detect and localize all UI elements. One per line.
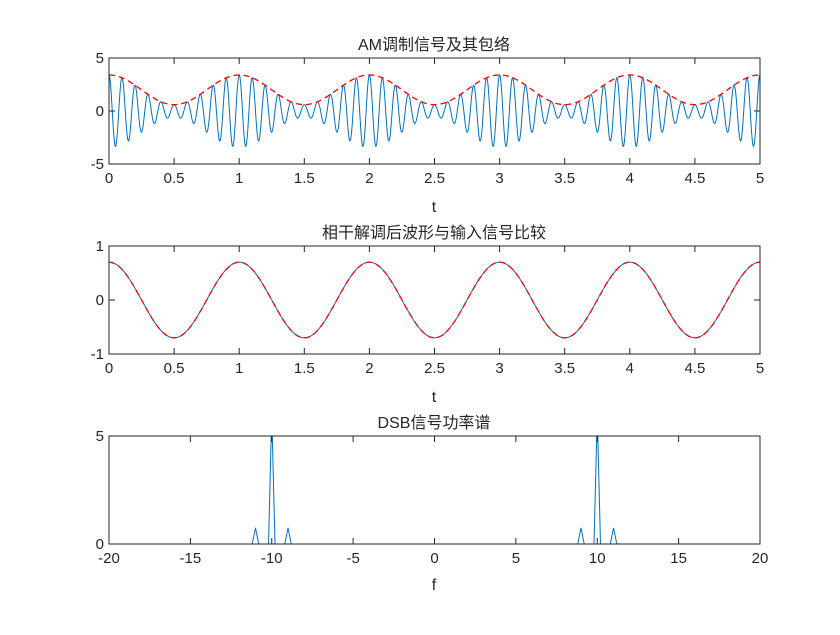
subplot-1-xtick-label: 3.5 xyxy=(554,170,575,187)
subplot-1-xlabel: t xyxy=(432,199,437,216)
subplot-2-xtick-label: 3.5 xyxy=(554,360,575,377)
subplot-2-xtick-label: 4 xyxy=(626,360,634,377)
subplot-2-ytick-label: -1 xyxy=(91,346,104,363)
subplot-1-xtick-label: 1 xyxy=(235,170,243,187)
subplot-2-xtick-label: 4.5 xyxy=(684,360,705,377)
subplot-3-series-1-line xyxy=(109,436,760,544)
subplot-2-ytick-label: 0 xyxy=(96,292,104,309)
subplot-3-ytick-label: 5 xyxy=(96,428,104,445)
subplot-1-xtick-label: 0 xyxy=(105,170,113,187)
subplot-2-series-1-line xyxy=(109,261,760,339)
subplot-1-ytick-label: 0 xyxy=(96,103,104,120)
subplot-3-xtick-label: 20 xyxy=(752,550,769,567)
subplot-2-ytick-label: 1 xyxy=(96,238,104,255)
subplot-3-xtick-label: 10 xyxy=(589,550,606,567)
subplot-2-xtick-label: 3 xyxy=(495,360,503,377)
subplot-1-xtick-label: 4 xyxy=(626,170,634,187)
subplot-3-xlabel: f xyxy=(432,577,437,594)
subplot-1-title: AM调制信号及其包络 xyxy=(358,35,510,54)
subplot-3-xtick-label: -15 xyxy=(180,550,202,567)
subplot-1-xtick-label: 2.5 xyxy=(424,170,445,187)
subplot-2-xtick-label: 2.5 xyxy=(424,360,445,377)
subplot-2-xtick-label: 0.5 xyxy=(164,360,185,377)
subplot-1-series-1-line xyxy=(109,74,760,148)
subplot-2-xtick-label: 5 xyxy=(756,360,764,377)
subplot-2-xlabel: t xyxy=(432,389,437,406)
subplot-1-xtick-label: 0.5 xyxy=(164,170,185,187)
subplot-1-ytick-label: -5 xyxy=(91,156,104,173)
subplot-2-xtick-label: 2 xyxy=(365,360,373,377)
subplot-dsb-spectrum: DSB信号功率谱 -20 -15 -10 -5 0 5 10 15 20 0 5 f xyxy=(96,414,769,594)
subplot-2-title: 相干解调后波形与输入信号比较 xyxy=(322,224,546,242)
subplot-2-xtick-label: 1 xyxy=(235,360,243,377)
subplot-3-xtick-label: -5 xyxy=(346,550,359,567)
subplot-3-ytick-label: 0 xyxy=(96,536,104,553)
subplot-1-xtick-label: 3 xyxy=(495,170,503,187)
subplot-1-xtick-label: 5 xyxy=(756,170,764,187)
subplot-3-xtick-label: 15 xyxy=(670,550,687,567)
subplot-1-xtick-label: 2 xyxy=(365,170,373,187)
subplot-3-xtick-label: -20 xyxy=(98,550,120,567)
subplot-3-xtick-label: -10 xyxy=(261,550,283,567)
subplot-3-title: DSB信号功率谱 xyxy=(378,414,491,432)
subplot-3-xtick-label: 0 xyxy=(430,550,438,567)
subplot-2-xtick-label: 1.5 xyxy=(294,360,315,377)
subplot-1-ytick-label: 5 xyxy=(96,50,104,67)
subplot-1-xtick-label: 4.5 xyxy=(684,170,705,187)
subplot-1-axes-box xyxy=(108,57,761,165)
subplot-3-xtick-label: 5 xyxy=(512,550,520,567)
subplot-1-xtick-label: 1.5 xyxy=(294,170,315,187)
subplot-demodulated: 相干解调后波形与输入信号比较 0 0.5 1 1.5 2 2.5 3 3.5 4 4.5 5-101… xyxy=(91,224,765,406)
subplot-2-xtick-label: 0 xyxy=(105,360,113,377)
subplot-3-axes-box xyxy=(108,435,761,545)
subplot-1-series-2-dashed-line xyxy=(109,74,760,106)
subplot-am-signal: AM调制信号及其包络 0 0.5 1 1.5 2 2.5 3 3.5 4 4.5 5-505 t xyxy=(91,35,765,216)
